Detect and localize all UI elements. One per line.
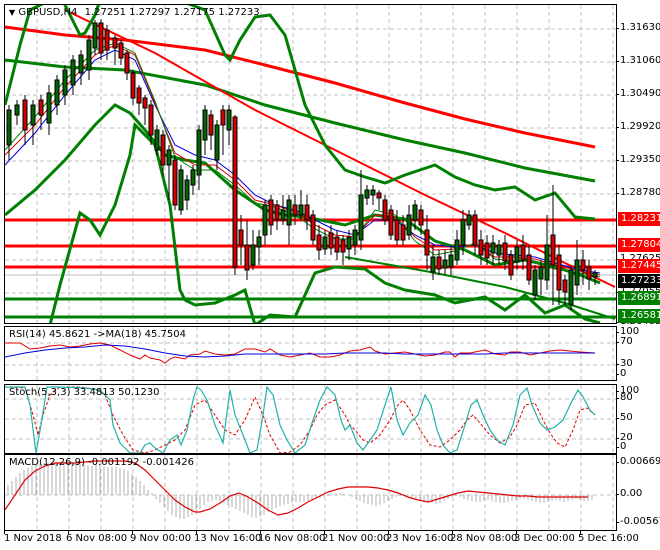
resistance-level-tag[interactable]: 1.27804: [618, 238, 660, 252]
macd-axis: 0.006692 0.00 -0.005675: [615, 454, 660, 531]
macd-signal-line: [5, 460, 588, 516]
time-tick-mark: [388, 530, 389, 534]
stoch-tick: 50: [616, 412, 633, 423]
time-tick-mark: [580, 530, 581, 534]
macd-histogram: [7, 462, 593, 519]
stochastic-title: Stoch(5,3,3) 33.4813 50.1230: [9, 387, 160, 398]
time-tick: 1 Nov 2018: [4, 533, 62, 544]
time-tick-mark: [324, 530, 325, 534]
symbol-label: GBPUSD,H4: [18, 7, 78, 18]
price-chart-canvas: [5, 5, 617, 323]
stoch-tick: 80: [616, 392, 633, 403]
rsi-panel[interactable]: RSI(14) 45.8621 ->MA(18) 45.7504: [4, 326, 617, 381]
rsi-ma-line: [5, 344, 595, 358]
stoch-main-line: [5, 385, 596, 453]
resistance-level-tag[interactable]: 1.28231: [618, 212, 660, 226]
resistance-level-tag[interactable]: 1.27445: [618, 259, 660, 273]
support-level-tag[interactable]: 1.26581: [618, 309, 660, 323]
bollinger-lower: [48, 121, 601, 323]
rsi-canvas: [5, 327, 616, 380]
time-tick-mark: [4, 530, 5, 534]
green-trendline[interactable]: [344, 256, 616, 320]
rsi-tick: 30: [616, 358, 633, 369]
time-tick: 3 Dec 00:00: [514, 533, 575, 544]
short-ma-red: [5, 44, 601, 276]
time-tick: 23 Nov 16:00: [386, 533, 454, 544]
bollinger-upper: [5, 5, 596, 221]
price-tick: 1.29920: [615, 121, 660, 132]
time-tick: 13 Nov 16:00: [194, 533, 262, 544]
current-price-tag: 1.27233: [618, 274, 660, 288]
macd-tick: 0.00: [615, 488, 643, 499]
time-tick: 5 Dec 16:00: [578, 533, 639, 544]
stoch-tick: 0: [615, 441, 627, 452]
macd-tick: -0.005675: [615, 516, 660, 528]
macd-canvas: [5, 455, 616, 530]
stochastic-panel[interactable]: Stoch(5,3,3) 33.4813 50.1230: [4, 384, 617, 454]
price-tick: 1.29350: [615, 154, 660, 165]
price-chart-panel[interactable]: ▼ GBPUSD,H4 1.27251 1.27297 1.27175 1.27…: [4, 4, 617, 324]
rsi-tick: 70: [616, 336, 633, 347]
price-tick: 1.28780: [615, 187, 660, 198]
rsi-tick: 100: [615, 326, 640, 337]
time-tick-mark: [516, 530, 517, 534]
time-tick-mark: [452, 530, 453, 534]
time-tick-mark: [196, 530, 197, 534]
dropdown-arrow-icon[interactable]: ▼: [9, 8, 16, 17]
time-tick: 16 Nov 08:00: [258, 533, 326, 544]
rsi-line: [5, 342, 596, 364]
price-tick: 1.27625: [615, 253, 660, 265]
time-tick: 9 Nov 00:00: [130, 533, 192, 544]
price-tick: 1.31630: [615, 22, 660, 33]
price-axis: 1.31630 1.31060 1.30490 1.29920 1.29350 …: [615, 4, 660, 327]
short-ma-green: [5, 42, 601, 278]
price-grid: [5, 5, 616, 323]
rsi-grid: [5, 327, 616, 380]
time-axis: 1 Nov 2018 6 Nov 08:00 9 Nov 00:00 13 No…: [4, 530, 660, 550]
rsi-title: RSI(14) 45.8621 ->MA(18) 45.7504: [9, 329, 186, 340]
support-level-tag[interactable]: 1.26891: [618, 291, 660, 305]
candlesticks[interactable]: [6, 19, 598, 310]
stoch-tick: 100: [615, 385, 640, 396]
macd-title: MACD(12,26,9) -0.001192 -0.001426: [9, 457, 194, 468]
rsi-axis: 100 70 30 0: [615, 326, 660, 381]
time-tick: 6 Nov 08:00: [66, 533, 128, 544]
price-tick: 1.30490: [615, 88, 660, 99]
macd-panel[interactable]: MACD(12,26,9) -0.001192 -0.001426: [4, 454, 617, 531]
time-tick-mark: [260, 530, 261, 534]
time-tick: 21 Nov 00:00: [322, 533, 390, 544]
time-tick-mark: [68, 530, 69, 534]
chart-title: ▼ GBPUSD,H4 1.27251 1.27297 1.27175 1.27…: [9, 7, 260, 18]
stoch-tick: 20: [616, 432, 633, 443]
stoch-signal-line: [5, 386, 596, 453]
horizontal-levels[interactable]: [5, 218, 617, 319]
macd-tick: 0.006692: [616, 456, 660, 468]
rsi-tick: 0: [615, 368, 627, 379]
price-tick: 1.31060: [615, 55, 660, 66]
stochastic-axis: 100 80 50 20 0: [615, 384, 660, 454]
mid-ma-green: [5, 58, 596, 183]
ohlc-values: 1.27251 1.27297 1.27175 1.27233: [84, 7, 260, 18]
stochastic-canvas: [5, 385, 616, 453]
time-tick: 28 Nov 08:00: [450, 533, 518, 544]
time-tick-mark: [132, 530, 133, 534]
